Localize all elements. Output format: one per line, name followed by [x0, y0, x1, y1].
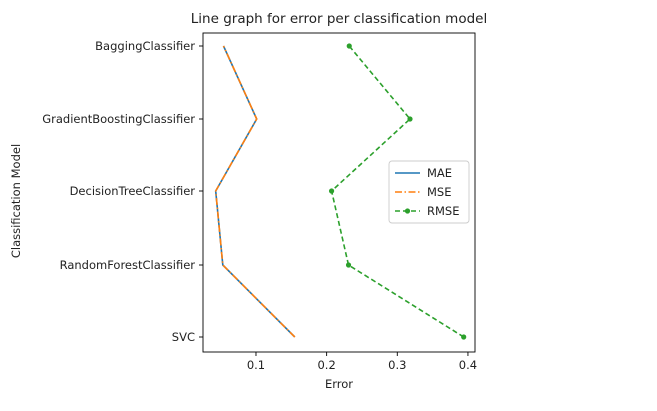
- series-line-mae: [214, 45, 296, 338]
- x-axis-title: Error: [325, 377, 353, 391]
- x-tick-label: 0.4: [459, 358, 477, 372]
- y-axis-title: Classification Model: [9, 144, 23, 258]
- y-tick-label: SVC: [172, 330, 195, 344]
- legend-label-rmse: RMSE: [427, 204, 459, 218]
- plot-area: [202, 32, 476, 353]
- legend-marker-rmse: [404, 208, 411, 214]
- legend-label-mse: MSE: [427, 185, 452, 199]
- series-line-mse: [214, 45, 296, 338]
- data-point-rmse: [346, 43, 352, 49]
- data-point-rmse: [407, 116, 413, 122]
- data-point-rmse: [345, 262, 352, 268]
- x-tick-label: 0.1: [247, 358, 265, 372]
- chart-title: Line graph for error per classification …: [191, 11, 487, 27]
- data-point-rmse: [461, 334, 467, 340]
- y-tick-label: BaggingClassifier: [95, 39, 195, 53]
- y-tick-label: RandomForestClassifier: [60, 258, 196, 272]
- legend: MAE MSE RMSE: [388, 160, 470, 224]
- x-tick-label: 0.3: [388, 358, 406, 372]
- y-tick-label: GradientBoostingClassifier: [42, 112, 195, 126]
- series-layer: [214, 43, 467, 340]
- x-axis: 0.1 0.2 0.3 0.4: [247, 352, 477, 372]
- y-tick-label: DecisionTreeClassifier: [70, 184, 196, 198]
- legend-box: [388, 160, 470, 224]
- legend-label-mae: MAE: [427, 166, 452, 180]
- y-axis: SVC RandomForestClassifier DecisionTreeCla…: [42, 39, 203, 344]
- data-point-rmse: [328, 188, 335, 194]
- x-tick-label: 0.2: [317, 358, 335, 372]
